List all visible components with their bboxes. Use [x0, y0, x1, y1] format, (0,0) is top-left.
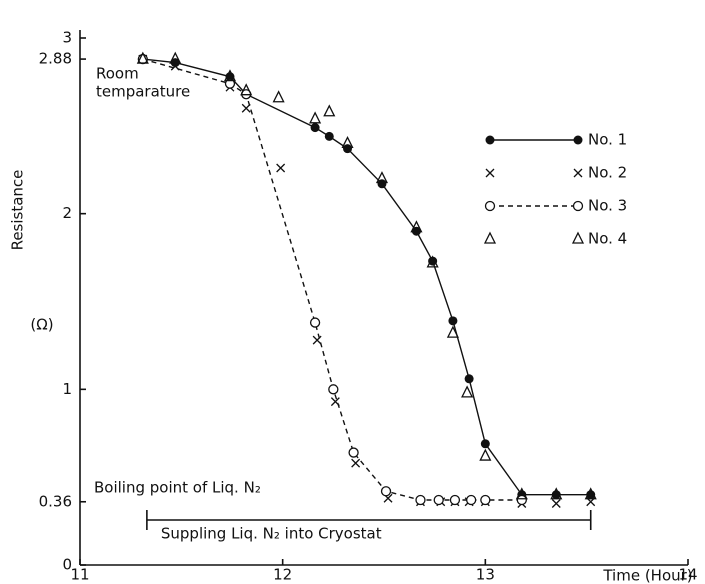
y-tick-label: 0 — [62, 556, 72, 574]
y-tick-label: 2 — [62, 204, 72, 222]
point — [446, 325, 459, 338]
legend-marker — [573, 135, 583, 145]
point — [479, 448, 492, 461]
legend-label: No. 4 — [588, 230, 627, 248]
point — [351, 458, 361, 468]
annotation: Room — [96, 65, 139, 83]
legend-label: No. 2 — [588, 164, 627, 182]
point — [428, 256, 438, 266]
x-tick-label: 12 — [273, 566, 292, 584]
x-tick-label: 13 — [476, 566, 495, 584]
point — [377, 179, 387, 189]
point — [550, 487, 563, 500]
point — [341, 135, 354, 149]
point — [426, 255, 439, 268]
y-tick-label: 3 — [62, 29, 72, 47]
x-axis-label: Time (Hour) — [602, 567, 692, 584]
y-tick-label: 1 — [62, 380, 72, 398]
point — [323, 104, 336, 117]
point — [551, 499, 561, 508]
series-line — [142, 58, 522, 501]
legend-marker — [573, 168, 583, 178]
y-axis-label: Resistance — [9, 170, 27, 251]
x-tick-label: 11 — [70, 566, 89, 584]
point — [272, 90, 285, 103]
legend-label: No. 3 — [588, 197, 627, 215]
x-tick-label: 14 — [678, 566, 697, 584]
point — [309, 317, 321, 328]
legend-marker — [485, 135, 495, 145]
point — [312, 335, 322, 345]
legend-marker — [484, 200, 496, 212]
point — [240, 83, 253, 96]
point — [461, 385, 474, 398]
point — [449, 494, 461, 506]
point — [433, 494, 444, 506]
point — [480, 494, 491, 506]
annotation: Boiling point of Liq. N₂ — [94, 478, 261, 496]
point — [515, 487, 528, 500]
series-line — [142, 58, 591, 496]
annotation: Suppling Liq. N₂ into Cryostat — [161, 525, 382, 543]
point — [224, 78, 236, 89]
y-tick-label: 0.36 — [39, 492, 72, 510]
point — [410, 220, 423, 233]
legend-marker — [483, 231, 497, 244]
point — [516, 494, 527, 506]
point — [375, 171, 389, 184]
annotation: temparature — [96, 83, 190, 101]
legend-marker — [571, 231, 585, 244]
legend-label: No. 1 — [588, 131, 627, 149]
point — [310, 123, 320, 133]
point — [380, 486, 392, 497]
point — [241, 103, 251, 113]
legend-marker — [572, 200, 584, 212]
point — [464, 374, 474, 384]
point — [415, 494, 426, 506]
point — [324, 131, 334, 141]
point — [223, 69, 237, 82]
point — [480, 439, 490, 449]
legend-marker — [485, 168, 495, 178]
y-axis-unit: (Ω) — [30, 316, 53, 334]
point — [276, 163, 286, 173]
point — [584, 487, 597, 500]
point — [448, 316, 458, 326]
point — [343, 144, 353, 154]
point — [169, 51, 182, 64]
point — [348, 447, 359, 458]
point — [136, 51, 149, 64]
point — [465, 494, 477, 506]
point — [309, 111, 322, 124]
point — [328, 384, 339, 395]
y-tick-label: 2.88 — [39, 50, 72, 68]
